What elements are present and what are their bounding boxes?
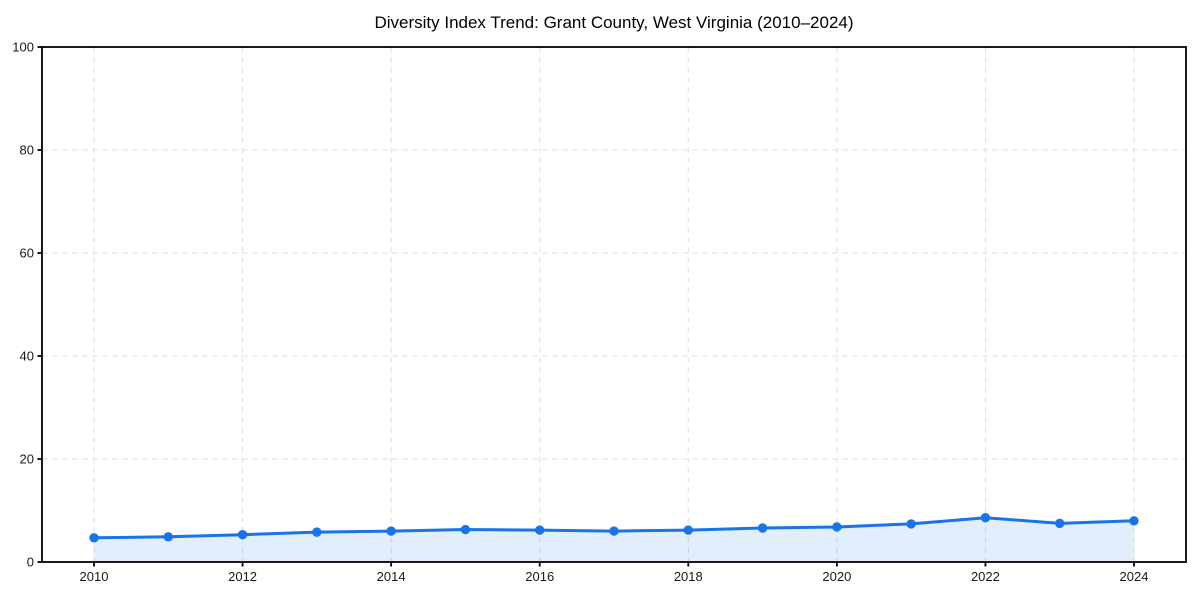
y-tick-label: 40 xyxy=(20,349,34,364)
y-tick-label: 0 xyxy=(27,555,34,570)
x-tick-label: 2024 xyxy=(1120,569,1149,584)
data-point xyxy=(609,526,619,536)
y-tick-label: 100 xyxy=(12,40,34,55)
data-point xyxy=(906,519,916,529)
data-point xyxy=(832,522,842,532)
x-tick-label: 2016 xyxy=(525,569,554,584)
y-tick-label: 80 xyxy=(20,143,34,158)
chart-title: Diversity Index Trend: Grant County, Wes… xyxy=(374,13,854,32)
data-point xyxy=(312,527,322,537)
data-point xyxy=(980,513,991,523)
data-point xyxy=(683,525,693,535)
x-tick-label: 2020 xyxy=(822,569,851,584)
data-point xyxy=(535,525,545,535)
data-point xyxy=(163,532,173,542)
data-point xyxy=(237,530,248,540)
area-fill xyxy=(94,517,1134,562)
data-point xyxy=(1129,516,1139,526)
data-point xyxy=(1055,518,1065,529)
plot-border xyxy=(41,46,1187,563)
data-point xyxy=(757,523,768,533)
x-tick-label: 2022 xyxy=(971,569,1000,584)
y-tick-label: 20 xyxy=(20,452,34,467)
x-tick-label: 2014 xyxy=(377,569,406,584)
data-point xyxy=(460,524,471,535)
data-point xyxy=(386,526,396,536)
data-point xyxy=(89,533,99,543)
x-tick-label: 2012 xyxy=(228,569,257,584)
y-tick-label: 60 xyxy=(20,246,34,261)
x-tick-label: 2018 xyxy=(674,569,703,584)
x-tick-label: 2010 xyxy=(80,569,109,584)
